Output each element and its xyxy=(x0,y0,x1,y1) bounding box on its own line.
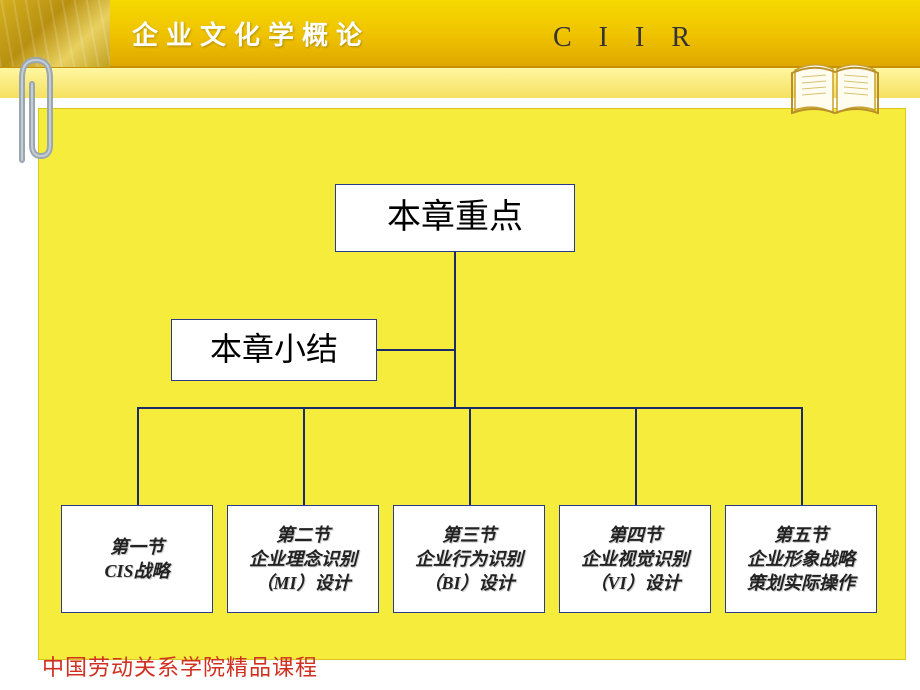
connector-line xyxy=(469,407,471,507)
paperclip-icon xyxy=(4,50,64,170)
header-code: C I I R xyxy=(553,22,700,54)
open-book-icon xyxy=(790,55,880,125)
slide-header: 企业文化学概论 C I I R xyxy=(0,0,920,68)
connector-line xyxy=(137,407,139,507)
connector-line xyxy=(801,407,803,507)
diagram-leaf-node: 第三节 企业行为识别 （BI）设计 xyxy=(393,505,545,613)
slide-content: 本章重点 本章小结 第一节 CIS战略 第二节 企业理念识别 （MI）设计 第三… xyxy=(38,108,906,660)
diagram-summary-label: 本章小结 xyxy=(210,328,338,371)
header-sub-bar xyxy=(0,68,920,98)
course-title: 企业文化学概论 xyxy=(132,15,370,52)
diagram-leaf-label: 第一节 CIS战略 xyxy=(104,535,169,584)
diagram-root-node: 本章重点 xyxy=(335,184,575,252)
diagram-summary-node: 本章小结 xyxy=(171,319,377,381)
diagram-leaf-label: 第五节 企业形象战略 策划实际操作 xyxy=(747,523,855,596)
connector-line xyxy=(377,349,455,351)
connector-line xyxy=(454,252,456,407)
connector-line xyxy=(303,407,305,507)
diagram-leaf-node: 第二节 企业理念识别 （MI）设计 xyxy=(227,505,379,613)
footer-course-credit: 中国劳动关系学院精品课程 xyxy=(42,650,318,682)
diagram-leaf-label: 第三节 企业行为识别 （BI）设计 xyxy=(415,523,523,596)
diagram-leaf-node: 第一节 CIS战略 xyxy=(61,505,213,613)
diagram-leaf-node: 第四节 企业视觉识别 （VI）设计 xyxy=(559,505,711,613)
diagram-root-label: 本章重点 xyxy=(387,195,523,241)
diagram-leaf-label: 第四节 企业视觉识别 （VI）设计 xyxy=(581,523,689,596)
diagram-leaf-node: 第五节 企业形象战略 策划实际操作 xyxy=(725,505,877,613)
connector-line xyxy=(635,407,637,507)
diagram-leaf-label: 第二节 企业理念识别 （MI）设计 xyxy=(249,523,357,596)
